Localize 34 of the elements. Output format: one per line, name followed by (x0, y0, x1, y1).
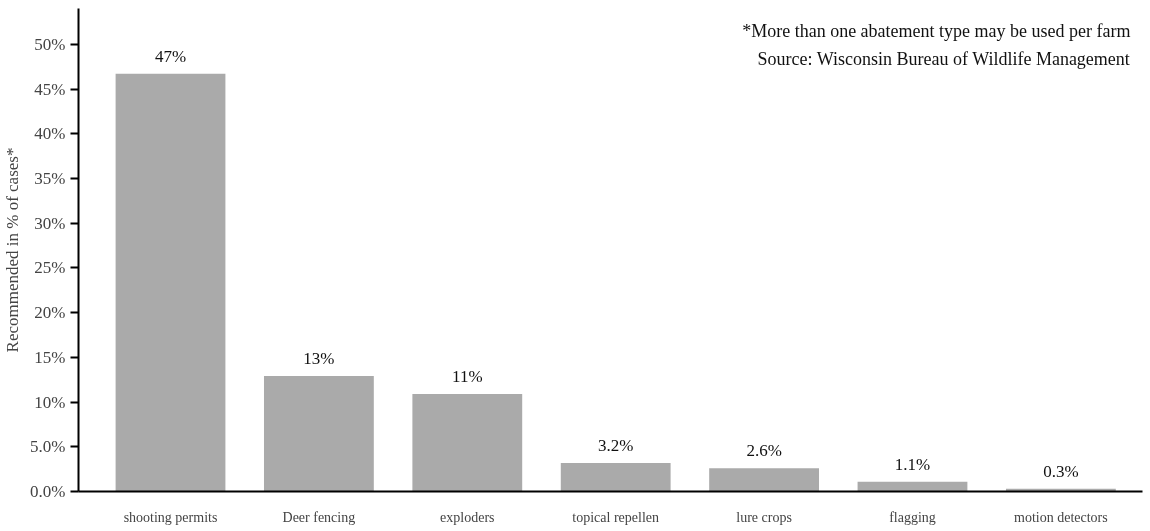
x-tick-label: flagging (889, 509, 936, 525)
annotation: Source: Wisconsin Bureau of Wildlife Management (757, 48, 1130, 69)
y-tick-label: 30% (34, 213, 66, 233)
data-label: 2.6% (746, 441, 782, 461)
y-tick-label: 40% (34, 124, 66, 144)
y-tick-label: 35% (34, 168, 66, 188)
bar (264, 376, 374, 492)
y-tick-label: 20% (34, 303, 66, 323)
bar (560, 462, 671, 492)
y-tick-label: 5.0% (30, 437, 66, 457)
y-tick-label: 0.0% (30, 482, 66, 501)
y-tick-label: 50% (34, 34, 66, 54)
x-tick-label: lure crops (736, 509, 792, 525)
annotation: *More than one abatement type may be used per farm (742, 20, 1131, 41)
y-axis-title: Recommended in % of cases* (3, 147, 23, 353)
y-tick-label: 10% (34, 392, 66, 412)
data-label: 13% (303, 349, 335, 369)
bar (857, 481, 968, 492)
data-label: 47% (154, 46, 187, 66)
x-tick-label: exploders (440, 509, 495, 525)
x-tick-label: topical repellen (572, 509, 660, 525)
x-tick-label: shooting permits (123, 509, 218, 525)
y-tick-label: 45% (34, 79, 66, 99)
data-label: 3.2% (597, 435, 634, 455)
x-tick-label: motion detectors (1014, 509, 1108, 525)
bar (115, 73, 226, 492)
bar (412, 394, 523, 492)
bar (709, 468, 819, 492)
x-tick-label: Deer fencing (282, 509, 356, 525)
y-tick-label: 25% (34, 258, 66, 278)
y-tick-label: 15% (34, 347, 66, 367)
data-label: 1.1% (894, 454, 931, 474)
data-label: 11% (452, 367, 483, 387)
data-label: 0.3% (1043, 461, 1079, 481)
